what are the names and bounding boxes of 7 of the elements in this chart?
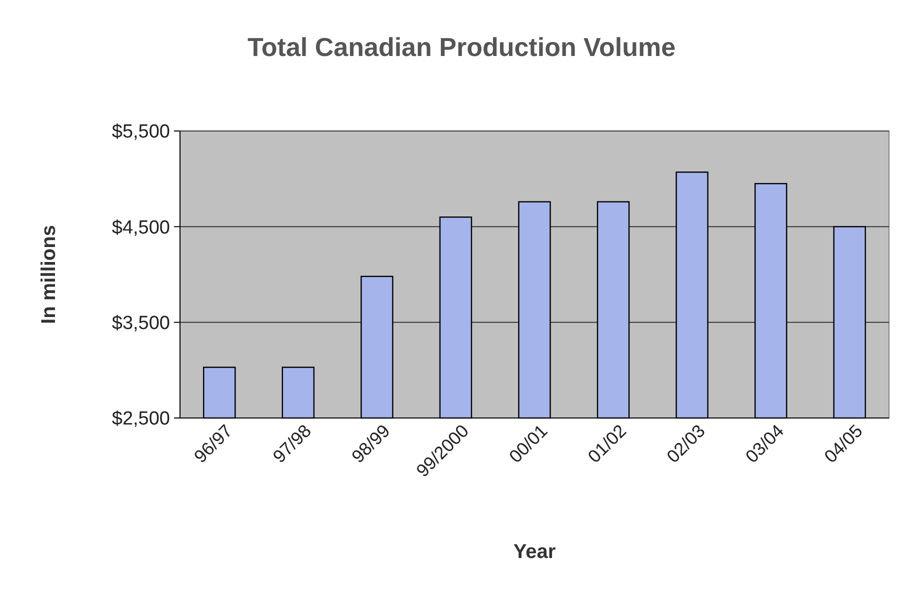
y-tick-label: $2,500 — [112, 408, 170, 430]
x-axis-title: Year — [513, 541, 556, 563]
y-tick-label: $3,500 — [112, 312, 170, 334]
y-tick-label: $4,500 — [112, 217, 170, 238]
y-axis-title: In millions — [38, 225, 60, 324]
chart-title: Total Canadian Production Volume — [247, 32, 676, 62]
y-tick-label: $5,500 — [112, 122, 170, 143]
